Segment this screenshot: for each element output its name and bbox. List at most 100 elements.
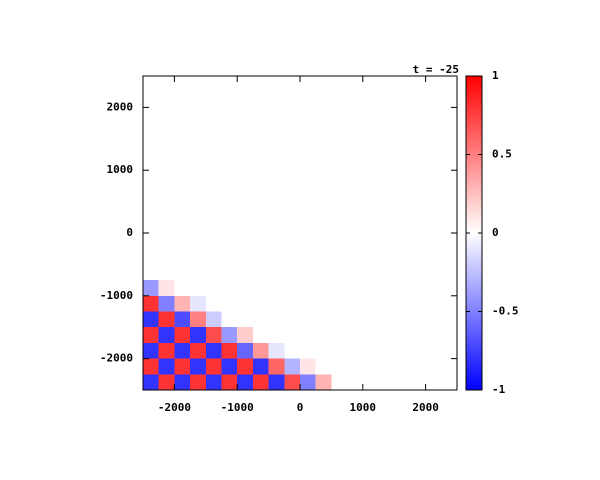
heatmap-cell — [174, 233, 191, 250]
heatmap-cell — [284, 154, 301, 171]
heatmap-cell — [315, 311, 332, 328]
heatmap-cell — [441, 154, 458, 171]
heatmap-cell — [378, 264, 395, 281]
heatmap-cell — [425, 358, 442, 375]
heatmap-cell — [315, 76, 332, 93]
heatmap-cell — [143, 76, 160, 93]
heatmap-cell — [347, 91, 364, 108]
heatmap-cell — [284, 91, 301, 108]
heatmap-cell — [221, 264, 238, 281]
heatmap-cell — [221, 358, 238, 375]
heatmap-cell — [268, 280, 285, 297]
heatmap-cell — [394, 327, 411, 344]
heatmap-cell — [237, 327, 254, 344]
heatmap-cell — [237, 170, 254, 187]
heatmap-cell — [394, 185, 411, 203]
heatmap-cell — [347, 280, 364, 297]
heatmap-cell — [378, 374, 395, 391]
heatmap-cell — [205, 107, 222, 124]
heatmap-cell — [425, 76, 442, 93]
heatmap-cell — [237, 358, 254, 375]
heatmap-cell — [174, 280, 191, 297]
heatmap-cell — [143, 374, 160, 391]
heatmap-cell — [284, 327, 301, 344]
heatmap-cell — [237, 107, 254, 124]
heatmap-cell — [441, 185, 458, 203]
heatmap-cell — [441, 76, 458, 93]
heatmap-cell — [174, 138, 191, 155]
heatmap-cell — [347, 248, 364, 265]
heatmap-cell — [190, 123, 207, 140]
y-tick-label: -2000 — [100, 352, 133, 365]
heatmap-cell — [205, 91, 222, 108]
heatmap-cell — [143, 91, 160, 108]
heatmap-cell — [190, 248, 207, 265]
y-tick-label: 1000 — [107, 163, 134, 176]
heatmap-cell — [284, 358, 301, 375]
heatmap-cell — [252, 170, 270, 187]
heatmap-cell — [284, 138, 301, 155]
y-tick-label: 0 — [126, 226, 133, 239]
heatmap-cell — [284, 264, 301, 281]
heatmap-cell — [425, 295, 442, 312]
heatmap-cell — [237, 154, 254, 171]
heatmap-cell — [378, 170, 395, 187]
heatmap-cell — [221, 374, 238, 391]
heatmap-cell — [347, 170, 364, 187]
heatmap-cell — [143, 248, 160, 265]
heatmap-cell — [425, 123, 442, 140]
heatmap-cell — [441, 295, 458, 312]
heatmap-cell — [331, 311, 348, 328]
heatmap-cell — [441, 170, 458, 187]
heatmap-cell — [300, 358, 317, 375]
heatmap-cell — [158, 248, 175, 265]
heatmap-cell — [409, 138, 427, 155]
heatmap-cell — [174, 358, 191, 375]
heatmap-cell — [409, 358, 427, 375]
heatmap-cell — [331, 201, 348, 218]
heatmap-cell — [252, 233, 270, 250]
heatmap-cell — [143, 327, 160, 344]
heatmap-cell — [300, 154, 317, 171]
heatmap-cell — [441, 217, 458, 234]
heatmap-cell — [205, 233, 222, 250]
heatmap-cell — [268, 91, 285, 108]
heatmap-cell — [252, 311, 270, 328]
heatmap-cell — [425, 264, 442, 281]
heatmap-cell — [347, 123, 364, 140]
heatmap-cell — [362, 233, 379, 250]
heatmap-cell — [378, 76, 395, 93]
heatmap-cell — [315, 264, 332, 281]
heatmap-cell — [205, 374, 222, 391]
heatmap-cell — [158, 295, 175, 312]
heatmap-cell — [315, 91, 332, 108]
heatmap-cell — [362, 280, 379, 297]
heatmap-cell — [268, 264, 285, 281]
heatmap-cell — [441, 264, 458, 281]
heatmap-cell — [158, 123, 175, 140]
heatmap-cell — [347, 342, 364, 360]
heatmap-cell — [190, 201, 207, 218]
heatmap-cell — [252, 154, 270, 171]
heatmap-cell — [268, 76, 285, 93]
heatmap-cell — [143, 280, 160, 297]
heatmap-cell — [268, 123, 285, 140]
heatmap-cell — [221, 201, 238, 218]
heatmap-cell — [315, 138, 332, 155]
heatmap-cell — [190, 374, 207, 391]
heatmap-cell — [237, 138, 254, 155]
heatmap-cell — [190, 185, 207, 203]
heatmap-cell — [205, 248, 222, 265]
heatmap-cell — [409, 327, 427, 344]
heatmap-cell — [174, 76, 191, 93]
heatmap-cell — [143, 201, 160, 218]
heatmap-cell — [205, 264, 222, 281]
heatmap-cell — [268, 170, 285, 187]
heatmap-cell — [252, 217, 270, 234]
heatmap-cell — [331, 217, 348, 234]
heatmap-cell — [143, 123, 160, 140]
heatmap-cell — [190, 327, 207, 344]
heatmap-cell — [300, 374, 317, 391]
heatmap-cell — [441, 138, 458, 155]
heatmap-cell — [300, 91, 317, 108]
